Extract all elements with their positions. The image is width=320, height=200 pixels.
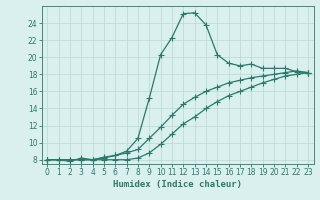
X-axis label: Humidex (Indice chaleur): Humidex (Indice chaleur): [113, 180, 242, 189]
